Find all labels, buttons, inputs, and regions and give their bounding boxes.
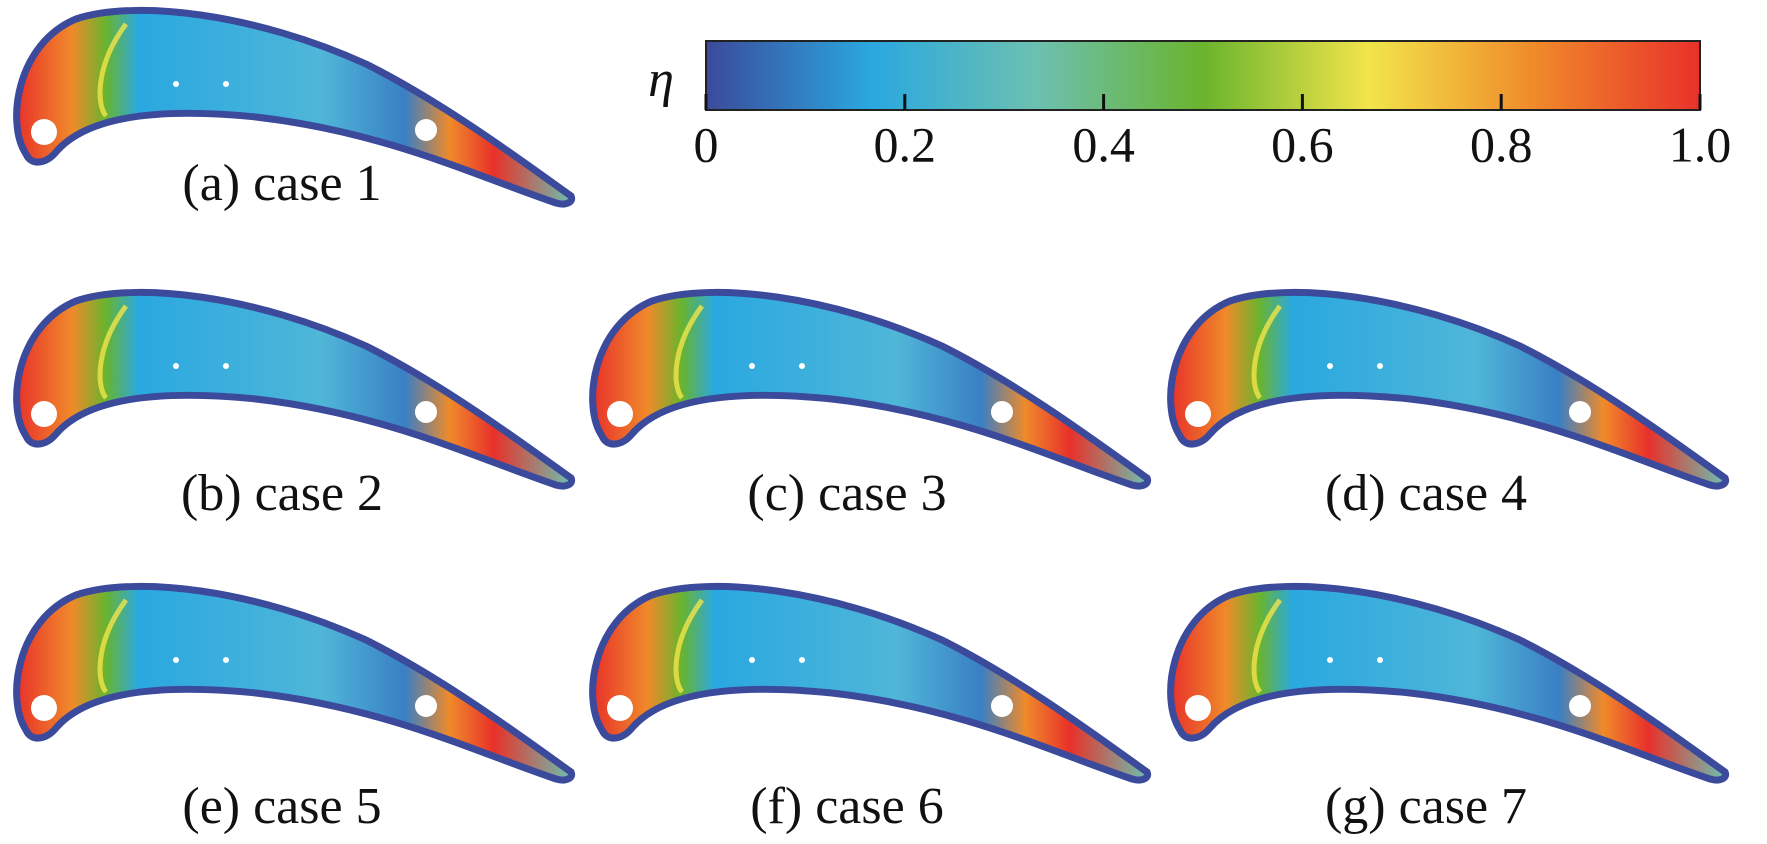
- tick-label: 1.0: [1669, 116, 1732, 172]
- panel-label: (g) case 7: [1325, 778, 1527, 835]
- contour-blade: [593, 292, 1148, 486]
- colorbar-label: η: [648, 51, 674, 108]
- panel-label: (c) case 3: [747, 465, 946, 522]
- tick-label: 0.4: [1072, 116, 1135, 172]
- tick-label: 0.8: [1470, 116, 1533, 172]
- tick-label: 0.6: [1271, 116, 1334, 172]
- tick-label: 0: [694, 116, 719, 172]
- contour-blade: [17, 292, 572, 486]
- panel-label: (b) case 2: [181, 465, 383, 522]
- panel-label: (d) case 4: [1325, 465, 1527, 522]
- panel-label: (f) case 6: [750, 778, 943, 835]
- contour-blade: [17, 586, 572, 780]
- panel-label: (a) case 1: [182, 155, 381, 212]
- tick-label: 0.2: [874, 116, 937, 172]
- contour-blade: [1171, 292, 1726, 486]
- panel-label: (e) case 5: [182, 778, 381, 835]
- colorbar: [705, 40, 1701, 111]
- contour-blade: [1171, 586, 1726, 780]
- contour-blade: [593, 586, 1148, 780]
